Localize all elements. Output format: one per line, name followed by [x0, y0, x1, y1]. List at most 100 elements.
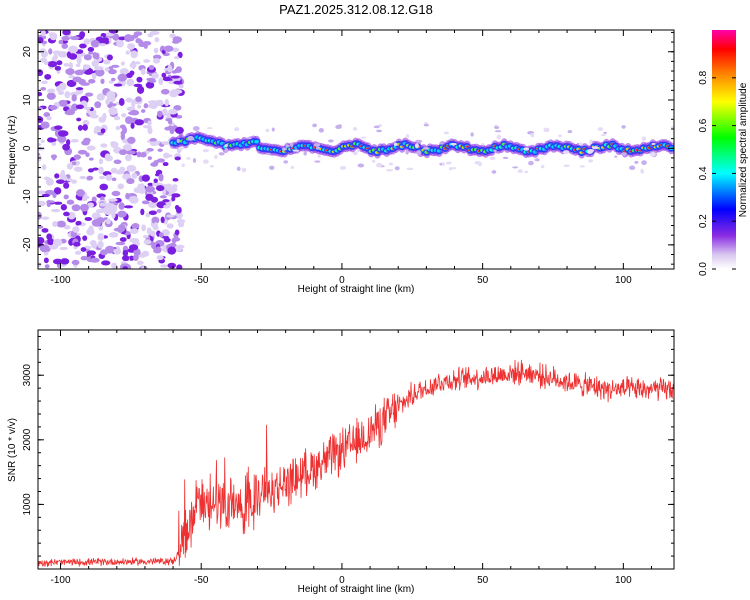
spectrogram-cell: [58, 99, 68, 107]
spectrogram-cell: [66, 199, 75, 205]
spectrogram-cell: [172, 185, 178, 192]
spectrogram-cell: [159, 195, 167, 199]
spectrogram-cell: [100, 128, 106, 134]
spectrogram-cell: [136, 151, 142, 158]
spectrogram-cell: [315, 146, 321, 150]
colorbar-tick-label: 0.0: [698, 262, 709, 276]
spectrogram-cell: [265, 128, 270, 133]
spectrogram-cell: [171, 193, 181, 198]
spectrogram-cell: [63, 182, 70, 189]
spectrogram-cell: [563, 164, 570, 168]
spectrogram-cell: [86, 250, 97, 256]
spectrogram-cell: [178, 221, 185, 228]
spectrogram-cell: [128, 111, 137, 116]
x-tick-label: 0: [339, 575, 345, 586]
spectrogram-cell: [90, 114, 99, 119]
spectrogram-cell: [55, 179, 65, 184]
spectrogram-cell: [120, 61, 125, 66]
spectrogram-cell: [292, 149, 300, 152]
spectrogram-cell: [151, 216, 160, 224]
spectrogram-cell: [122, 173, 132, 180]
spectrogram-cell: [165, 185, 173, 192]
spectrogram-cell: [124, 154, 132, 162]
spectrogram-cell: [439, 142, 444, 145]
spectrogram-cell: [174, 229, 180, 236]
spectrogram-cell: [496, 134, 502, 140]
spectrogram-cell: [641, 136, 647, 141]
spectrogram-cell: [176, 148, 182, 154]
spectrogram-cell: [629, 165, 636, 170]
spectrogram-cell: [105, 174, 113, 181]
spectrogram-cell: [236, 166, 241, 171]
spectrogram-cell: [84, 92, 94, 97]
spectrogram-cell: [192, 126, 200, 132]
spectrogram-cell: [57, 130, 68, 137]
spectrogram-cell: [160, 264, 169, 268]
spectrogram-cell: [80, 82, 90, 86]
spectrogram-cell: [169, 128, 175, 135]
spectrogram-cell: [75, 63, 81, 68]
spectrogram-cell: [303, 151, 307, 156]
spectrogram-cell: [356, 148, 360, 152]
spectrogram-cell: [45, 178, 54, 186]
spectrogram-cell: [49, 138, 57, 142]
spectrogram-cell: [146, 148, 154, 152]
spectrogram-cell: [64, 110, 75, 116]
spectrogram-cell: [178, 84, 184, 89]
spectrogram-cell: [317, 154, 321, 158]
spectrogram-cell: [119, 68, 129, 75]
spectrogram-cell: [141, 224, 146, 232]
spectrogram-cell: [567, 130, 573, 134]
spectrogram-cell: [145, 185, 155, 193]
spectrogram-cell: [41, 228, 49, 233]
snr-series-line: [38, 359, 674, 567]
spectrogram-cell: [108, 66, 114, 70]
spectrogram-cell: [163, 237, 171, 243]
spectrogram-cell: [162, 162, 169, 167]
spectrogram-cell: [543, 127, 550, 133]
x-tick-label: -100: [51, 575, 71, 586]
spectrogram-cell: [48, 105, 58, 111]
spectrogram-cell: [371, 159, 376, 163]
spectrogram-cell: [406, 167, 414, 171]
spectrogram-cell: [480, 143, 485, 146]
spectrogram-cell: [94, 101, 102, 109]
spectrogram-cell: [125, 97, 133, 103]
spectrogram-cell: [224, 144, 228, 148]
spectrogram-cell: [141, 250, 150, 257]
spectrogram-cell: [167, 118, 173, 125]
spectrogram-cell: [649, 152, 656, 157]
spectrogram-cell: [54, 173, 60, 179]
spectrogram-cell: [115, 125, 121, 131]
spectrogram-cell: [423, 124, 429, 127]
spectrogram-cell: [214, 154, 218, 159]
spectrogram-cell: [104, 67, 110, 72]
colorbar-label: Normalized spectral amplitude: [738, 82, 749, 217]
spectrogram-cell: [641, 160, 647, 166]
spectrogram-cell: [156, 158, 165, 163]
spectrogram-cell: [142, 125, 152, 129]
spectrogram-cell: [50, 208, 61, 213]
spectrogram-cell: [224, 147, 229, 153]
spectrogram-cell: [71, 179, 77, 184]
spectrogram-cell: [62, 30, 71, 36]
spectrogram-cell: [108, 80, 114, 84]
spectrogram-cell: [289, 142, 294, 147]
spectrogram-cell: [133, 254, 139, 262]
spectrogram-cell: [88, 78, 96, 84]
spectrogram-cell: [491, 170, 497, 174]
spectrogram-cell: [73, 166, 83, 172]
spectrogram-cell: [360, 136, 367, 139]
spectrogram-cell: [105, 245, 115, 254]
spectrogram-cell: [117, 183, 125, 190]
spectrogram-cell: [534, 158, 540, 162]
spectrogram-cell: [110, 204, 118, 213]
x-tick-label: 100: [615, 575, 632, 586]
spectrogram-cell: [73, 241, 81, 247]
spectrogram-cell: [147, 100, 158, 104]
spectrogram-cell: [86, 175, 94, 181]
spectrogram-cell: [63, 194, 69, 200]
spectrogram-cell: [140, 68, 146, 75]
spectrogram-cell: [388, 162, 394, 166]
spectrogram-cell: [172, 40, 180, 44]
